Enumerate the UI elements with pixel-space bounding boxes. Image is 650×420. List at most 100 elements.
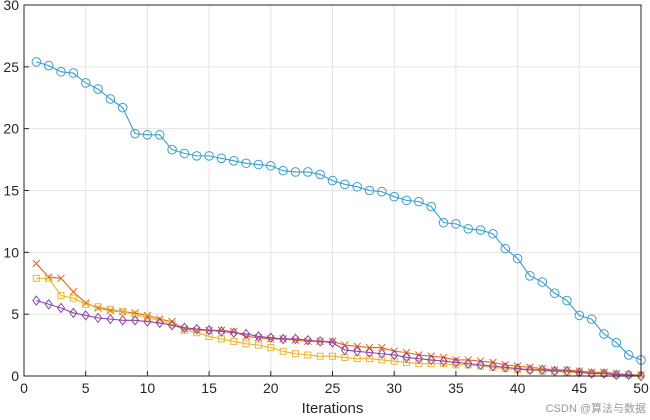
data-point <box>80 78 91 88</box>
data-point <box>291 333 300 345</box>
x-tick-label: 30 <box>386 380 402 396</box>
series-4 <box>32 295 646 382</box>
data-point <box>623 350 634 360</box>
data-point <box>390 349 399 361</box>
data-point <box>56 66 66 77</box>
x-tick-label: 25 <box>325 380 341 396</box>
data-point <box>279 347 287 355</box>
data-point <box>316 352 324 360</box>
data-point <box>254 341 262 349</box>
data-point <box>549 288 560 298</box>
data-point <box>241 158 251 169</box>
x-tick-label: 0 <box>20 380 28 396</box>
data-point <box>93 84 103 94</box>
data-point <box>143 316 152 327</box>
data-point <box>426 201 437 212</box>
data-point <box>130 128 140 139</box>
data-point <box>204 151 214 161</box>
data-point <box>131 310 139 318</box>
data-point <box>278 165 288 176</box>
data-point <box>316 336 325 347</box>
data-point <box>427 360 435 368</box>
data-point <box>488 360 498 372</box>
data-point <box>204 324 214 336</box>
data-point <box>69 307 78 319</box>
tick-labels: 0 5 10 15 20 25 30 35 40 45 50 0 5 10 15 20 25 30 <box>3 0 649 396</box>
data-point <box>586 314 597 324</box>
data-point <box>179 148 190 159</box>
series-1 <box>31 57 646 365</box>
series-line <box>36 300 642 377</box>
data-point <box>587 368 596 379</box>
data-point <box>500 243 511 254</box>
data-point <box>130 315 140 326</box>
data-point <box>401 195 412 206</box>
data-point <box>501 362 510 373</box>
y-tick-label: 10 <box>3 244 19 260</box>
data-point <box>451 357 461 368</box>
series-2 <box>32 259 645 379</box>
data-point <box>378 356 386 364</box>
y-tick-label: 30 <box>3 0 19 13</box>
data-point <box>217 326 226 337</box>
data-point <box>611 337 622 348</box>
data-point <box>366 355 374 363</box>
x-tick-label: 35 <box>448 380 464 396</box>
data-point <box>81 310 90 321</box>
data-point <box>167 144 177 155</box>
data-point <box>57 274 65 283</box>
data-point <box>106 306 115 315</box>
data-point <box>230 337 238 345</box>
data-point <box>512 253 523 264</box>
data-point <box>414 196 424 207</box>
data-point <box>377 186 387 197</box>
data-point <box>93 312 103 324</box>
data-point <box>106 305 114 313</box>
data-point <box>364 185 375 196</box>
data-point <box>402 352 411 363</box>
x-tick-label: 40 <box>510 380 526 396</box>
data-point <box>352 181 362 192</box>
data-point <box>525 364 535 376</box>
data-point <box>117 102 128 113</box>
data-point <box>191 151 202 161</box>
data-point <box>290 167 301 177</box>
data-point <box>193 329 201 337</box>
data-point <box>68 68 79 78</box>
data-point <box>44 298 53 310</box>
x-tick-label: 50 <box>633 380 649 396</box>
data-point <box>44 273 53 281</box>
data-point <box>57 292 65 300</box>
data-point <box>242 340 250 348</box>
data-point <box>390 357 398 365</box>
data-point <box>32 295 41 306</box>
data-point <box>81 299 90 307</box>
data-point <box>525 271 535 281</box>
data-point <box>143 314 151 322</box>
data-point <box>464 358 473 369</box>
data-point <box>340 344 349 356</box>
y-tick-label: 15 <box>3 183 19 199</box>
data-point <box>451 219 461 229</box>
data-point <box>562 295 572 306</box>
data-point <box>403 358 411 366</box>
data-point <box>31 57 42 67</box>
data-point <box>538 364 547 376</box>
x-tick-label: 45 <box>572 380 588 396</box>
data-point <box>253 159 264 170</box>
data-point <box>241 328 251 340</box>
data-point <box>599 329 609 339</box>
y-tick-label: 0 <box>11 368 19 384</box>
series-layer <box>31 57 646 382</box>
x-tick-label: 20 <box>263 380 279 396</box>
x-tick-label: 10 <box>140 380 156 396</box>
data-point <box>427 354 436 366</box>
data-point <box>94 304 102 312</box>
data-point <box>155 317 164 329</box>
data-point <box>291 350 299 358</box>
data-point <box>365 347 374 358</box>
data-point <box>377 348 386 360</box>
watermark: CSDN @算法与数据 <box>546 401 646 415</box>
data-point <box>43 60 54 71</box>
